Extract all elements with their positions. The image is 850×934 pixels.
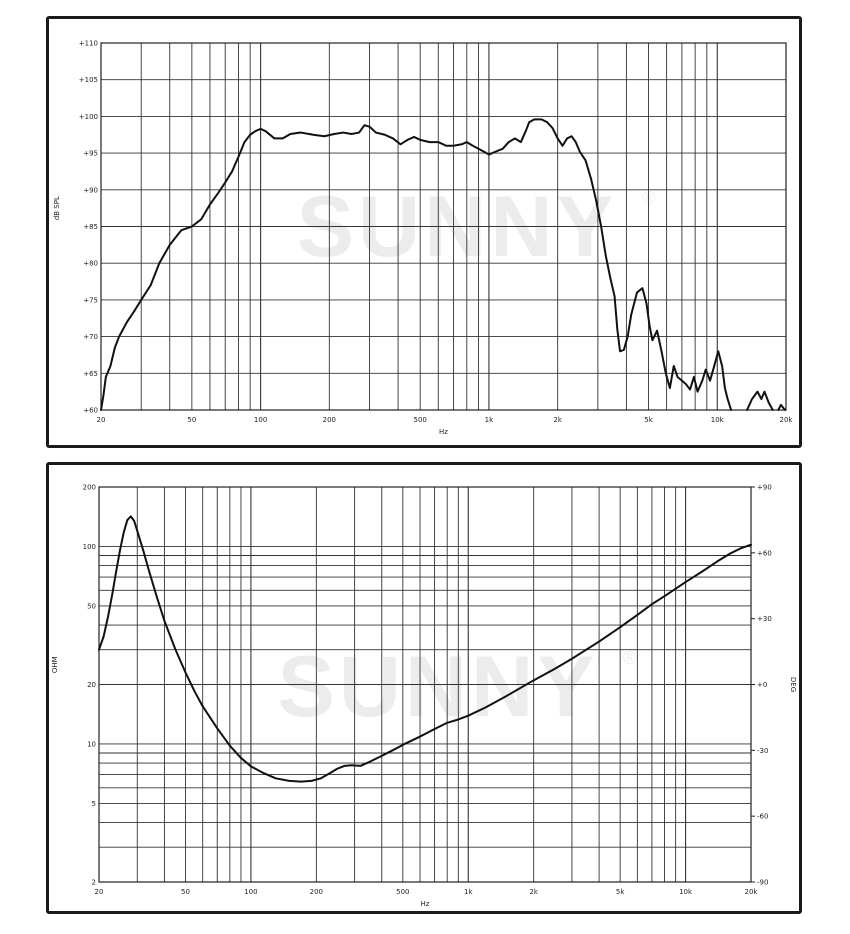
y2-tick-label: +0	[757, 681, 767, 689]
x-tick-label: 2k	[553, 416, 562, 424]
spl-chart-panel: SUNNY ® 20 50 100 200 500 1k 2k 5k 10k 20k +60 +65 +70…	[46, 16, 802, 448]
y-tick-label: +70	[83, 333, 98, 341]
y-tick-label: +75	[83, 296, 98, 304]
y-tick-label: +60	[83, 407, 98, 415]
x-axis-label: Hz	[439, 428, 448, 436]
x-tick-label: 5k	[644, 416, 653, 424]
y2-tick-label: -60	[757, 813, 768, 821]
x-axis-label: Hz	[421, 900, 430, 908]
x-tick-label: 100	[244, 888, 257, 896]
y-tick-label: 50	[87, 602, 96, 610]
x-tick-label: 20	[97, 416, 106, 424]
y-tick-label: 2	[92, 879, 96, 887]
y-tick-label: 5	[92, 800, 96, 808]
y-tick-label: 200	[83, 484, 96, 492]
y2-tick-label: -30	[757, 747, 768, 755]
watermark-logo: SUNNY	[278, 639, 599, 735]
y2-tick-label: +30	[757, 615, 772, 623]
data-series-line	[777, 403, 786, 411]
x-tick-label: 500	[396, 888, 409, 896]
y-tick-label: +85	[83, 223, 98, 231]
x-tick-label: 10k	[711, 416, 725, 424]
y-axis-label: dB SPL	[53, 196, 61, 220]
y-tick-label: +90	[83, 186, 98, 194]
data-series-line	[746, 390, 774, 411]
y-tick-label: +110	[79, 40, 98, 48]
x-tick-label: 50	[187, 416, 196, 424]
x-tick-label: 200	[310, 888, 323, 896]
impedance-phase-chart: SUNNY ® 20 50 100 200 500 1k 2k 5k 10k 20k 2 5 10 20 50 1…	[51, 484, 797, 909]
x-tick-label: 1k	[464, 888, 473, 896]
x-tick-label: 500	[414, 416, 427, 424]
x-tick-label: 50	[181, 888, 190, 896]
y-tick-label: 20	[87, 681, 96, 689]
y2-tick-label: +60	[757, 549, 772, 557]
y2-tick-label: -90	[757, 879, 768, 887]
y-tick-label: 10	[87, 740, 96, 748]
y-tick-label: +100	[79, 113, 98, 121]
y-axis-label: OHM	[51, 656, 59, 673]
data-series-line	[98, 515, 752, 783]
y-tick-label: +65	[83, 370, 98, 378]
x-tick-label: 100	[254, 416, 267, 424]
watermark-registered-mark: ®	[623, 648, 636, 668]
x-tick-label: 20k	[780, 416, 794, 424]
x-tick-label: 200	[323, 416, 336, 424]
y-tick-label: +95	[83, 150, 98, 158]
y2-tick-label: +90	[757, 484, 772, 492]
spl-frequency-response-chart: SUNNY ®20 50 100 200 500 1k 2k 5k 10k 20k+60+65+70…	[53, 40, 794, 437]
y2-axis-label: DEG	[789, 677, 797, 692]
x-tick-label: 2k	[529, 888, 538, 896]
data-series-line	[100, 118, 733, 411]
y-tick-label: +80	[83, 260, 98, 268]
plot-frame	[100, 42, 787, 411]
x-tick-label: 1k	[485, 416, 494, 424]
y-tick-label: +105	[79, 76, 98, 84]
x-tick-label: 20	[95, 888, 104, 896]
y-tick-label: 100	[83, 543, 96, 551]
x-tick-label: 10k	[679, 888, 693, 896]
x-tick-label: 5k	[616, 888, 625, 896]
impedance-chart-panel: SUNNY ® 20 50 100 200 500 1k 2k 5k 10k 20k 2 5 10 20 50 1…	[46, 462, 802, 914]
x-tick-label: 20k	[745, 888, 759, 896]
